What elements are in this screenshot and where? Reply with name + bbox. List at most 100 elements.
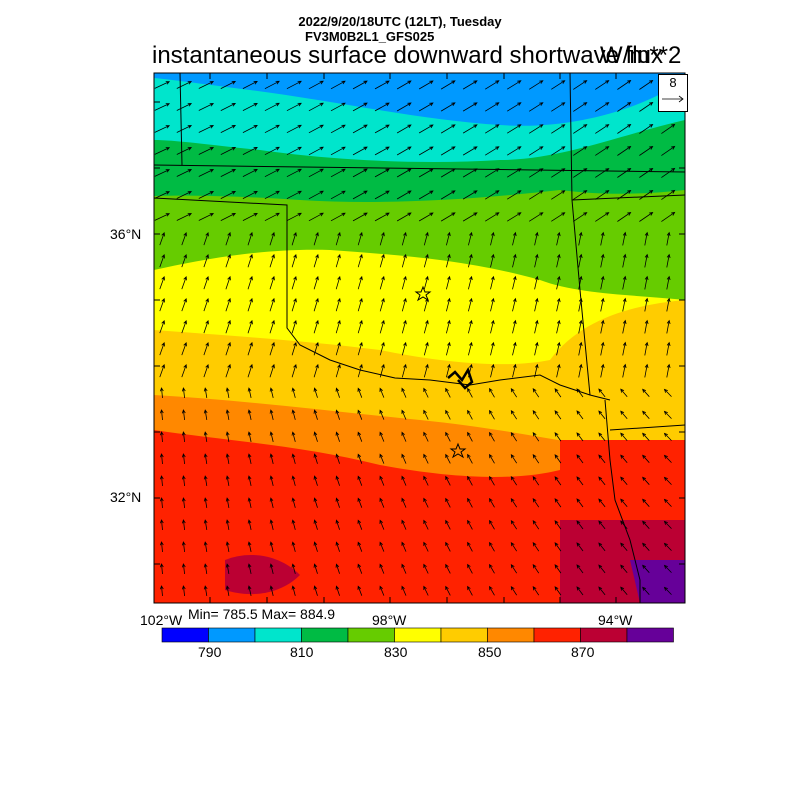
- wind-arrow: [401, 231, 407, 246]
- wind-arrow: [598, 498, 606, 508]
- wind-arrow: [622, 297, 627, 312]
- colorbar-swatch-9: [580, 627, 628, 643]
- wind-arrow: [181, 519, 186, 531]
- wind-arrow: [396, 190, 412, 200]
- wind-arrow: [203, 519, 208, 530]
- wind-arrow: [445, 519, 451, 530]
- wind-arrow: [159, 497, 164, 509]
- wind-arrow: [198, 191, 215, 199]
- wind-arrow: [269, 563, 274, 574]
- lat-label-32n: 32°N: [110, 489, 142, 505]
- wind-arrow: [644, 253, 649, 268]
- wind-arrow: [556, 363, 561, 378]
- wind-arrow: [401, 253, 407, 268]
- wind-arrow: [357, 409, 363, 420]
- wind-arrow: [639, 101, 654, 112]
- wind-arrow: [225, 275, 231, 290]
- wind-arrow: [661, 167, 676, 178]
- wind-arrow: [247, 453, 252, 464]
- wind-arrow: [418, 124, 434, 134]
- wind-arrow: [600, 275, 605, 290]
- wind-arrow: [532, 564, 540, 574]
- wind-arrow: [330, 80, 346, 90]
- wind-arrow: [639, 145, 654, 156]
- wind-arrow: [225, 409, 230, 420]
- wind-arrow: [308, 124, 324, 134]
- wind-arrow: [600, 297, 605, 312]
- wind-arrow: [357, 387, 363, 398]
- wind-arrow: [462, 146, 478, 156]
- wind-arrow: [225, 231, 231, 246]
- wind-arrow: [484, 102, 500, 112]
- wind-arrow: [445, 475, 451, 486]
- wind-arrow: [554, 564, 562, 574]
- wind-arrow: [286, 124, 302, 134]
- wind-arrow: [242, 212, 258, 221]
- wind-arrow: [269, 297, 275, 312]
- wind-arrow: [666, 275, 671, 290]
- wind-arrow: [556, 231, 561, 246]
- wind-arrow: [203, 387, 208, 398]
- lat-label-36n: 36°N: [110, 226, 142, 242]
- wind-arrow: [666, 363, 671, 378]
- wind-arrow: [159, 254, 165, 268]
- wind-arrow: [269, 275, 275, 290]
- wind-arrow: [446, 319, 451, 334]
- wind-arrow: [578, 231, 583, 246]
- wind-arrow: [357, 519, 363, 530]
- wind-arrow: [532, 454, 540, 464]
- wind-arrow: [484, 80, 500, 90]
- wind-arrow: [644, 319, 649, 334]
- wind-arrow: [663, 498, 672, 507]
- wind-arrow: [247, 519, 252, 530]
- wind-arrow: [401, 409, 407, 420]
- wind-arrow: [335, 363, 341, 378]
- wind-arrow: [264, 168, 280, 178]
- colorbar-swatch-2: [254, 627, 302, 643]
- wind-arrow: [159, 453, 164, 465]
- wind-arrow: [225, 387, 230, 398]
- wind-arrow: [532, 476, 540, 486]
- wind-arrow: [595, 190, 610, 200]
- wind-arrow: [617, 167, 632, 178]
- wind-arrow: [159, 431, 164, 443]
- colorbar-swatch-7: [487, 627, 535, 643]
- wind-arrow: [374, 190, 390, 200]
- wind-arrow: [401, 363, 407, 378]
- wind-arrow: [598, 388, 606, 398]
- wind-arrow: [468, 341, 473, 356]
- wind-arrow: [440, 102, 456, 112]
- wind-arrow: [374, 212, 390, 222]
- wind-arrow: [220, 190, 237, 199]
- wind-arrow: [506, 102, 522, 112]
- wind-arrow: [308, 80, 324, 90]
- wind-arrow: [247, 431, 252, 442]
- wind-arrow: [661, 145, 676, 156]
- wind-arrow: [220, 80, 237, 89]
- wind-arrow: [313, 275, 319, 290]
- wind-arrow: [203, 342, 209, 356]
- wind-arrow: [198, 103, 215, 111]
- wind-arrow: [489, 431, 495, 442]
- wind-arrow: [578, 253, 583, 268]
- wind-arrow: [642, 410, 650, 419]
- wind-arrow: [532, 410, 540, 420]
- wind-arrow: [532, 542, 540, 552]
- wind-arrow: [264, 212, 280, 222]
- wind-arrow: [264, 190, 280, 200]
- wind-arrow: [510, 388, 518, 398]
- wind-arrow: [291, 341, 297, 356]
- wind-arrow: [242, 102, 258, 111]
- wind-arrow: [352, 102, 368, 112]
- wind-arrow: [357, 253, 363, 268]
- wind-arrow: [159, 541, 164, 553]
- wind-arrow: [554, 520, 562, 530]
- wind-arrow: [357, 297, 363, 312]
- wind-arrow: [578, 341, 583, 356]
- wind-arrow: [510, 564, 518, 574]
- wind-arrow: [462, 80, 478, 90]
- wind-arrow: [357, 275, 363, 290]
- wind-arrow: [490, 231, 495, 246]
- wind-arrow: [242, 80, 258, 89]
- wind-arrow: [642, 520, 650, 529]
